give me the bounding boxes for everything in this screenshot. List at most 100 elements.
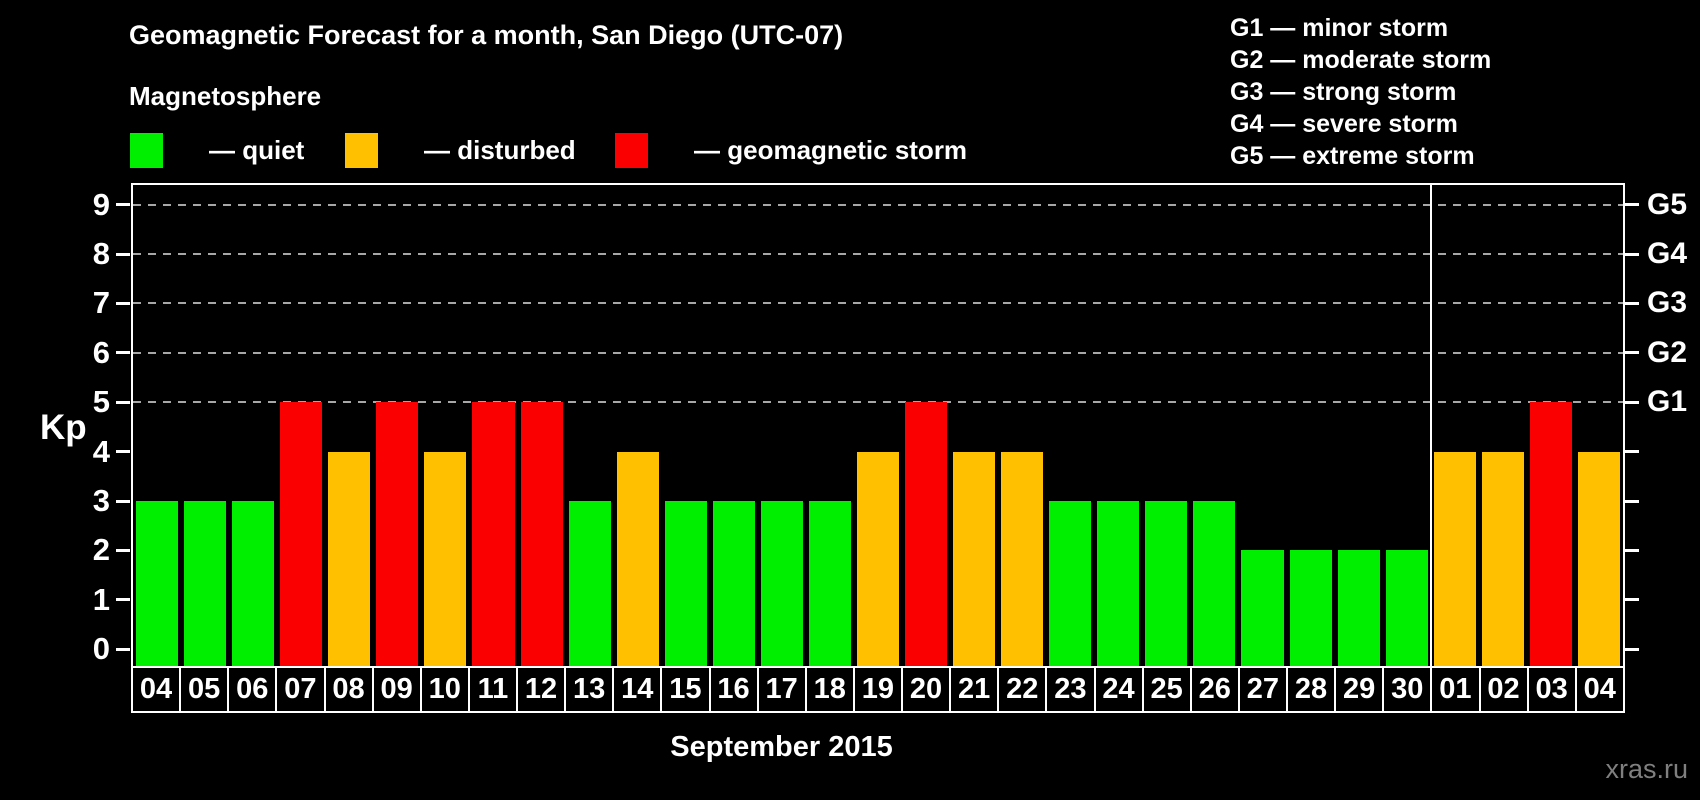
legend-item-disturbed: — disturbed — [345, 133, 576, 168]
g-axis-label-G2: G2 — [1647, 335, 1688, 369]
kp-bar-day-04 — [1577, 451, 1620, 666]
day-label-box-14: 14 — [612, 666, 663, 713]
day-label-box-02: 02 — [1478, 666, 1529, 713]
left-tick-kp9 — [116, 203, 130, 207]
right-tick-kp9 — [1625, 203, 1639, 207]
day-label-box-01: 01 — [1430, 666, 1481, 713]
right-tick-kp0 — [1625, 647, 1639, 651]
day-label-box-24: 24 — [1093, 666, 1144, 713]
kp-bar-day-05 — [184, 501, 227, 666]
left-tick-kp0 — [116, 647, 130, 651]
day-label-box-08: 08 — [323, 666, 374, 713]
day-label-box-06: 06 — [227, 666, 278, 713]
quiet-color-swatch — [130, 133, 163, 168]
day-label-box-28: 28 — [1286, 666, 1337, 713]
day-label-box-27: 27 — [1237, 666, 1288, 713]
g-scale-legend-line: G4 — severe storm — [1230, 110, 1458, 138]
left-tick-kp3 — [116, 499, 130, 503]
left-tick-kp2 — [116, 548, 130, 552]
y-tick-label-1: 1 — [92, 581, 110, 617]
day-label-box-07: 07 — [275, 666, 326, 713]
day-label-box-29: 29 — [1334, 666, 1385, 713]
kp-bar-day-29 — [1337, 550, 1380, 666]
day-label-box-11: 11 — [467, 666, 518, 713]
kp-bar-day-17 — [760, 501, 803, 666]
right-tick-kp3 — [1625, 499, 1639, 503]
day-label-box-19: 19 — [852, 666, 903, 713]
watermark: xras.ru — [1605, 754, 1688, 784]
right-tick-kp7 — [1625, 301, 1639, 305]
kp-bar-day-18 — [808, 501, 851, 666]
kp-bar-day-28 — [1289, 550, 1332, 666]
day-label-box-10: 10 — [419, 666, 470, 713]
day-label-box-30: 30 — [1382, 666, 1433, 713]
kp-bar-day-12 — [520, 402, 563, 666]
g-scale-legend-line: G3 — strong storm — [1230, 78, 1457, 106]
day-label-box-22: 22 — [997, 666, 1048, 713]
y-tick-label-0: 0 — [92, 631, 110, 667]
day-label-box-12: 12 — [516, 666, 567, 713]
day-label-box-13: 13 — [564, 666, 615, 713]
kp-bar-day-19 — [856, 451, 900, 666]
kp-bar-day-30 — [1385, 550, 1428, 666]
g-axis-label-G3: G3 — [1647, 286, 1688, 320]
day-label-box-23: 23 — [1045, 666, 1096, 713]
disturbed-color-swatch — [345, 133, 378, 168]
kp-bar-day-14 — [616, 451, 659, 666]
kp-bar-day-23 — [1049, 501, 1092, 666]
y-tick-label-3: 3 — [92, 483, 110, 518]
day-label-box-21: 21 — [949, 666, 1000, 713]
day-label-box-04: 04 — [131, 666, 182, 713]
day-label-box-18: 18 — [804, 666, 855, 713]
day-label-box-20: 20 — [901, 666, 952, 713]
right-tick-kp6 — [1625, 351, 1639, 355]
day-label-box-03: 03 — [1526, 666, 1577, 713]
kp-bar-day-09 — [376, 402, 419, 666]
day-label-box-09: 09 — [371, 666, 422, 713]
kp-bar-day-24 — [1097, 501, 1140, 666]
legend-item-quiet: — quiet — [130, 133, 304, 168]
g-axis-label-G1: G1 — [1647, 385, 1688, 419]
kp-bar-day-21 — [953, 451, 996, 666]
kp-bar-day-01 — [1433, 451, 1476, 666]
gridline-kp8 — [133, 253, 1623, 255]
month-separator-line — [1429, 185, 1432, 666]
legend-label-storm: — geomagnetic storm — [694, 135, 968, 165]
y-tick-label-9: 9 — [92, 186, 110, 222]
y-tick-label-4: 4 — [92, 433, 110, 469]
g-scale-legend-line: G2 — moderate storm — [1230, 46, 1492, 74]
kp-bar-day-06 — [232, 501, 275, 666]
kp-bar-day-26 — [1193, 501, 1236, 666]
kp-bar-day-27 — [1241, 550, 1284, 666]
day-label-box-26: 26 — [1189, 666, 1240, 713]
g-scale-legend: G1 — minor storm G2 — moderate storm G3 … — [1230, 12, 1491, 172]
gridline-kp9 — [133, 203, 1623, 206]
left-tick-kp8 — [116, 252, 130, 256]
right-tick-kp2 — [1625, 548, 1639, 552]
left-tick-kp6 — [116, 351, 130, 355]
legend-item-storm: — geomagnetic storm — [615, 133, 967, 168]
kp-bar-day-15 — [664, 501, 707, 666]
left-tick-kp4 — [116, 450, 130, 454]
kp-bar-day-04 — [136, 501, 179, 666]
legend-label-disturbed: — disturbed — [424, 135, 576, 165]
g-axis-label-G5: G5 — [1647, 187, 1688, 221]
day-label-box-17: 17 — [756, 666, 807, 713]
g-scale-legend-line: G1 — minor storm — [1230, 14, 1449, 42]
kp-bar-day-16 — [712, 501, 755, 666]
plot-area — [131, 183, 1625, 668]
y-tick-label-6: 6 — [92, 334, 110, 370]
right-tick-kp1 — [1625, 598, 1639, 602]
day-label-box-04: 04 — [1574, 666, 1625, 713]
kp-bar-day-08 — [328, 451, 371, 666]
kp-bar-day-02 — [1481, 451, 1524, 666]
kp-bar-day-22 — [1001, 451, 1044, 666]
magnetosphere-heading: Magnetosphere — [129, 81, 322, 111]
x-axis-day-labels: 04 05 06 07 08 09 10 11 12 13 14 15 16 17 18 19 20 21 22 23… — [131, 666, 1625, 713]
gridline-kp6 — [133, 351, 1623, 354]
y-tick-label-7: 7 — [92, 285, 110, 321]
kp-bar-day-11 — [472, 402, 515, 666]
storm-color-swatch — [615, 133, 648, 168]
left-tick-kp1 — [116, 598, 130, 602]
